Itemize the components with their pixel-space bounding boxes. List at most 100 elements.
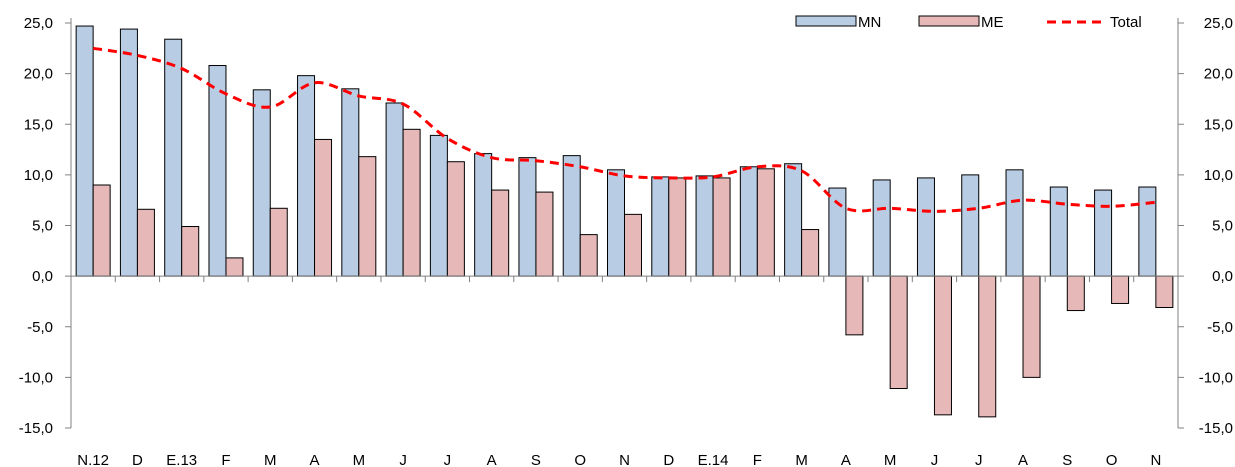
- bar-me: [92, 184, 111, 277]
- bar-me: [579, 234, 598, 277]
- x-tick-label: N: [619, 452, 630, 467]
- bar-me: [933, 275, 952, 416]
- x-tick-label: F: [753, 452, 762, 467]
- bar-mn: [695, 175, 714, 277]
- y-tick-label-right: -15,0: [1199, 420, 1233, 437]
- x-tick-label: N.12: [77, 452, 109, 467]
- legend-swatch: [795, 15, 857, 27]
- x-tick-label: J: [444, 452, 452, 467]
- legend-swatch: [918, 15, 980, 27]
- total-series-line: [92, 46, 1156, 213]
- legend-label: Total: [1110, 14, 1142, 31]
- bar-mn: [341, 88, 360, 277]
- x-tick-label: J: [931, 452, 939, 467]
- bar-me: [624, 213, 642, 277]
- bar-mn: [164, 38, 183, 277]
- bar-me: [535, 191, 554, 277]
- bar-me: [402, 128, 421, 277]
- bar-me: [446, 161, 465, 277]
- x-tick-label: M: [884, 452, 897, 467]
- y-tick-label-right: -5,0: [1207, 319, 1233, 336]
- y-tick-label-left: -10,0: [19, 369, 53, 386]
- x-tick-label: O: [1106, 452, 1118, 467]
- legend-item-me: ME: [918, 14, 1004, 31]
- y-tick-label-right: 5,0: [1212, 218, 1233, 235]
- legend-item-mn: MN: [795, 14, 881, 31]
- x-tick-label: S: [531, 452, 541, 467]
- bar-me: [225, 257, 244, 277]
- x-tick-label: E.14: [698, 452, 729, 467]
- bar-me: [889, 275, 908, 390]
- bar-me: [801, 229, 820, 277]
- y-tick-label-left: 25,0: [24, 15, 53, 32]
- x-tick-label: J: [399, 452, 407, 467]
- bar-mn: [1138, 186, 1157, 277]
- bar-mn: [1094, 189, 1113, 277]
- bar-mn: [562, 155, 581, 277]
- bar-me: [491, 189, 510, 277]
- y-tick-label-left: 20,0: [24, 66, 53, 83]
- x-tick-label: D: [132, 452, 143, 467]
- x-tick-label: A: [310, 452, 320, 467]
- bar-me: [712, 177, 731, 277]
- x-tick-label: J: [975, 452, 983, 467]
- bar-mn: [385, 102, 404, 277]
- legend-label: ME: [981, 14, 1004, 31]
- bar-mn: [429, 134, 448, 277]
- y-tick-label-left: 0,0: [32, 268, 53, 285]
- y-tick-label-left: -5,0: [27, 319, 53, 336]
- y-tick-label-right: -10,0: [1199, 369, 1233, 386]
- bar-me: [1022, 275, 1041, 378]
- bar-mn: [518, 157, 537, 277]
- bar-mn: [607, 169, 625, 277]
- y-tick-label-left: 10,0: [24, 167, 53, 184]
- bar-me: [668, 177, 687, 277]
- bar-mn: [916, 177, 935, 277]
- bar-mn: [872, 179, 891, 277]
- x-tick-label: O: [574, 452, 586, 467]
- x-tick-label: M: [353, 452, 366, 467]
- bar-mn: [252, 89, 271, 277]
- x-tick-label: F: [221, 452, 230, 467]
- bar-me: [358, 156, 377, 277]
- x-tick-label: S: [1062, 452, 1072, 467]
- bar-mn: [1005, 169, 1024, 277]
- y-tick-label-right: 20,0: [1204, 66, 1233, 83]
- y-tick-label-left: 5,0: [32, 218, 53, 235]
- bar-me: [269, 207, 288, 277]
- bar-mn: [474, 153, 493, 277]
- bar-me: [1111, 275, 1130, 304]
- x-tick-label: D: [663, 452, 674, 467]
- bar-mn: [784, 163, 803, 277]
- bar-mn: [208, 65, 227, 277]
- bar-mn: [297, 75, 316, 277]
- bar-me: [181, 226, 200, 277]
- y-tick-label-right: 15,0: [1204, 116, 1233, 133]
- y-tick-label-right: 10,0: [1204, 167, 1233, 184]
- bar-mn: [739, 166, 758, 277]
- y-tick-label-left: -15,0: [19, 420, 53, 437]
- x-tick-label: M: [264, 452, 277, 467]
- x-tick-label: N: [1150, 452, 1161, 467]
- bar-me: [756, 168, 775, 277]
- bar-me: [1155, 275, 1174, 309]
- bar-mn: [119, 28, 138, 277]
- bar-mn: [75, 25, 94, 277]
- y-tick-label-left: 15,0: [24, 116, 53, 133]
- x-tick-label: E.13: [166, 452, 197, 467]
- bar-me: [314, 138, 333, 277]
- legend-item-total: Total: [1047, 14, 1142, 31]
- x-tick-label: A: [1018, 452, 1028, 467]
- bar-me: [845, 275, 864, 336]
- y-tick-label-right: 0,0: [1212, 268, 1233, 285]
- x-tick-label: A: [487, 452, 497, 467]
- bar-mn: [651, 176, 670, 277]
- bar-me: [136, 208, 155, 277]
- x-tick-label: A: [841, 452, 851, 467]
- bar-mn: [1049, 186, 1068, 277]
- y-tick-label-right: 25,0: [1204, 15, 1233, 32]
- bar-mn: [961, 174, 980, 277]
- bar-me: [1066, 275, 1085, 312]
- legend-label: MN: [858, 14, 881, 31]
